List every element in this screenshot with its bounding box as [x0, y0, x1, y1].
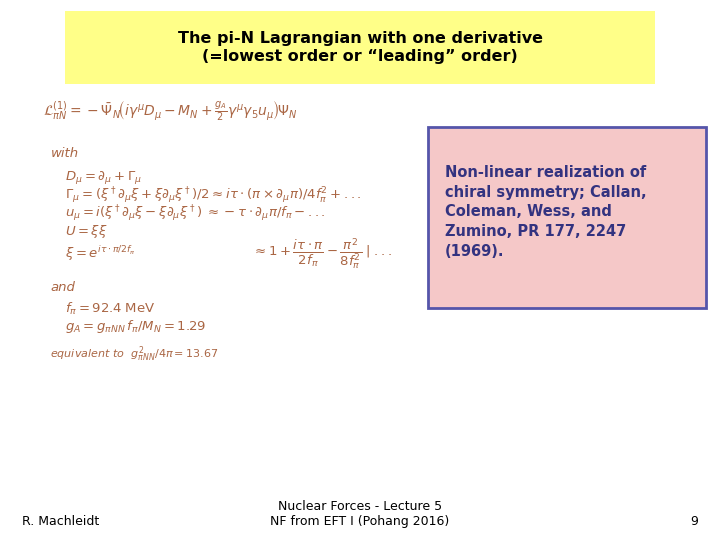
FancyBboxPatch shape	[428, 127, 706, 308]
Text: $D_\mu = \partial_\mu + \Gamma_\mu$: $D_\mu = \partial_\mu + \Gamma_\mu$	[65, 168, 142, 186]
FancyBboxPatch shape	[65, 11, 655, 84]
Text: and: and	[50, 281, 76, 294]
Text: equivalent to  $g_{\pi NN}^2/4\pi = 13.67$: equivalent to $g_{\pi NN}^2/4\pi = 13.67…	[50, 344, 219, 363]
Text: $\approx 1 + \dfrac{i\tau\cdot\pi}{2f_\pi} - \dfrac{\pi^2}{8f_\pi^2}\;|\;...$: $\approx 1 + \dfrac{i\tau\cdot\pi}{2f_\p…	[252, 236, 392, 272]
Text: $\xi = e^{i\tau\cdot\pi/2f_\pi}$: $\xi = e^{i\tau\cdot\pi/2f_\pi}$	[65, 244, 135, 263]
Text: $g_A = g_{\pi NN}\,f_\pi/M_N = 1.29$: $g_A = g_{\pi NN}\,f_\pi/M_N = 1.29$	[65, 318, 206, 335]
Text: $\Gamma_\mu = (\xi^\dagger\partial_\mu\xi + \xi\partial_\mu\xi^\dagger)/2 \appro: $\Gamma_\mu = (\xi^\dagger\partial_\mu\x…	[65, 185, 361, 206]
Text: with: with	[50, 147, 78, 160]
Text: $\mathcal{L}_{\pi N}^{(1)} = -\bar{\Psi}_N\!\left(i\gamma^\mu D_\mu - M_N + \fra: $\mathcal{L}_{\pi N}^{(1)} = -\bar{\Psi}…	[43, 99, 298, 123]
Text: 9: 9	[690, 515, 698, 528]
Text: Non-linear realization of
chiral symmetry; Callan,
Coleman, Wess, and
Zumino, PR: Non-linear realization of chiral symmetr…	[445, 165, 647, 259]
Text: $u_\mu = i(\xi^\dagger\partial_\mu\xi - \xi\partial_\mu\xi^\dagger)\;\approx -\t: $u_\mu = i(\xi^\dagger\partial_\mu\xi - …	[65, 204, 325, 224]
Text: $U = \xi\xi$: $U = \xi\xi$	[65, 222, 107, 240]
Text: The pi-N Lagrangian with one derivative
(=lowest order or “leading” order): The pi-N Lagrangian with one derivative …	[178, 31, 542, 64]
Text: Nuclear Forces - Lecture 5
NF from EFT I (Pohang 2016): Nuclear Forces - Lecture 5 NF from EFT I…	[271, 500, 449, 528]
Text: R. Machleidt: R. Machleidt	[22, 515, 99, 528]
Text: $f_\pi = 92.4\;\mathrm{MeV}$: $f_\pi = 92.4\;\mathrm{MeV}$	[65, 301, 155, 317]
